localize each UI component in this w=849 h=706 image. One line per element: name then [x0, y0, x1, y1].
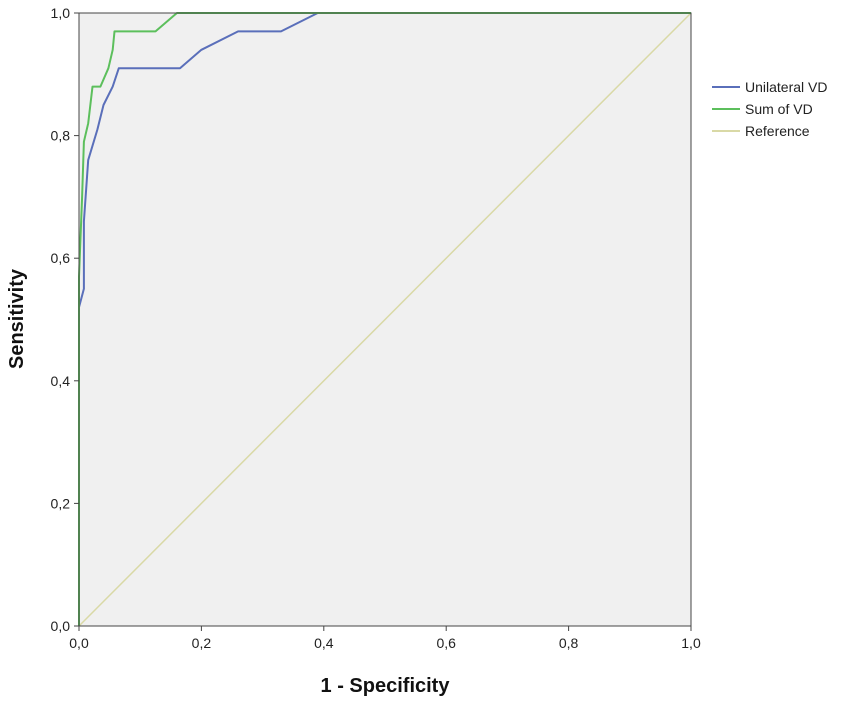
x-tick-label: 0,0	[69, 635, 89, 651]
series-line-sum-of-vd	[78, 12, 691, 626]
y-tick-label: 1,0	[51, 5, 71, 21]
y-tick-label: 0,2	[51, 495, 71, 511]
legend-label-unilateral-vd: Unilateral VD	[745, 79, 827, 95]
y-axis-title: Sensitivity	[6, 268, 28, 369]
x-tick-label: 0,2	[192, 635, 212, 651]
legend-label-reference: Reference	[745, 123, 810, 139]
legend: Unilateral VD Sum of VD Reference	[712, 79, 827, 139]
x-axis: 0,0 0,2 0,4 0,6 0,8 1,0	[69, 626, 701, 651]
series-layer	[78, 12, 692, 627]
x-tick-label: 0,6	[436, 635, 456, 651]
x-tick-label: 0,4	[314, 635, 334, 651]
legend-label-sum-of-vd: Sum of VD	[745, 101, 813, 117]
series-line-reference	[78, 12, 692, 627]
x-tick-label: 0,8	[559, 635, 579, 651]
series-line-unilateral-vd	[78, 12, 691, 626]
y-tick-label: 0,0	[51, 618, 71, 634]
y-tick-label: 0,6	[51, 250, 71, 266]
plot-frame	[78, 12, 692, 627]
y-tick-label: 0,8	[51, 128, 71, 144]
y-tick-label: 0,4	[51, 373, 71, 389]
y-axis: 0,0 0,2 0,4 0,6 0,8 1,0	[51, 5, 79, 634]
x-axis-title: 1 - Specificity	[321, 675, 451, 697]
x-tick-label: 1,0	[681, 635, 701, 651]
